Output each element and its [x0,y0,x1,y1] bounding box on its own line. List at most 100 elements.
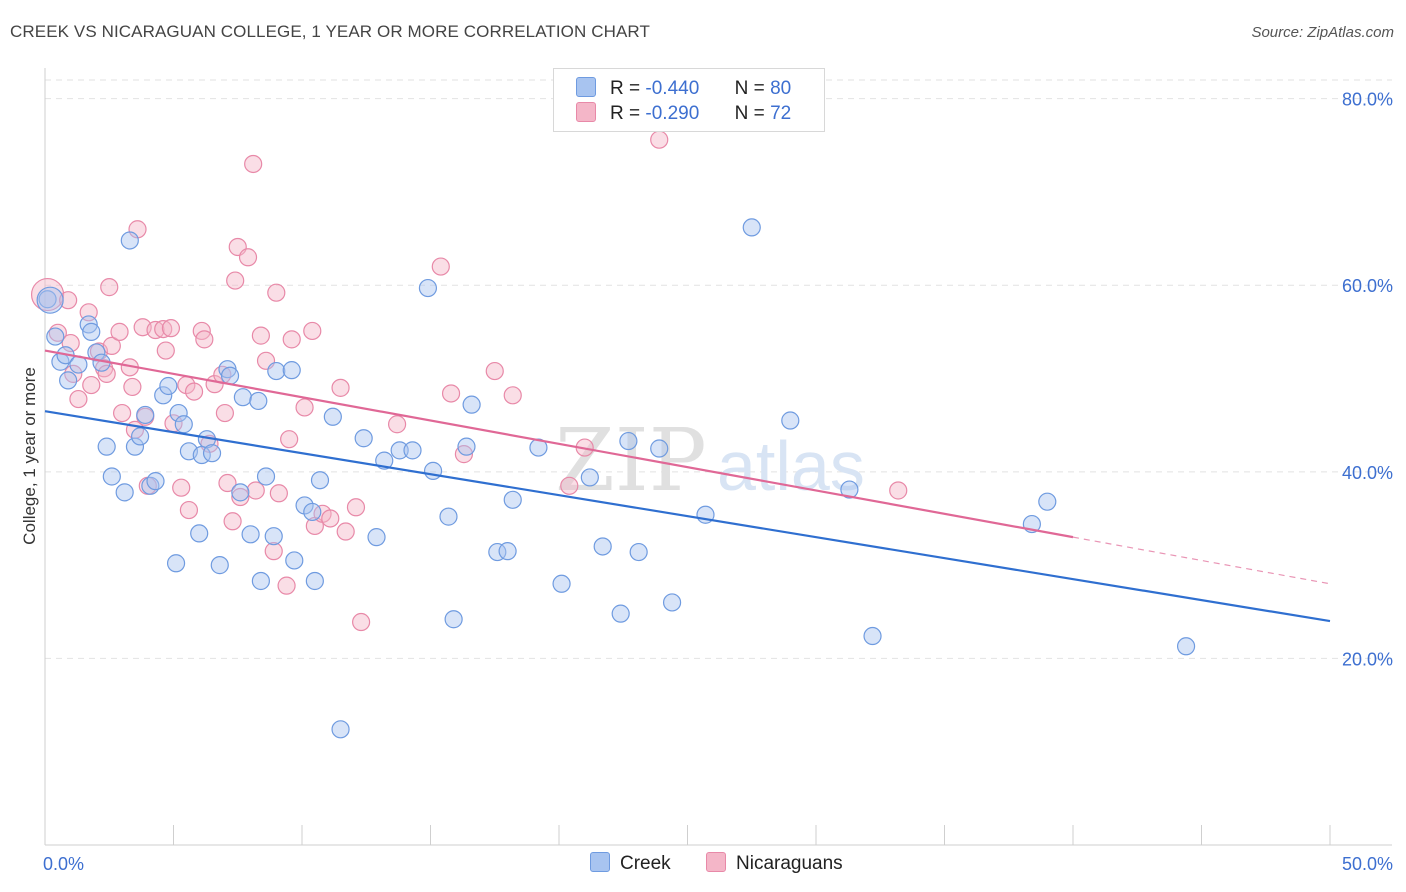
creek-point [82,322,101,341]
creek-point [233,388,252,407]
creek-point [331,720,350,739]
creek-point [130,427,150,446]
creek-point [125,437,145,456]
nicaraguans-point [218,473,237,493]
creek-point [781,411,800,430]
creek-point [863,626,882,646]
nicaraguans-point [195,330,214,349]
nicaraguans-swatch [706,852,726,872]
legend-r-label: R = [610,78,641,99]
creek-point [79,315,98,334]
creek-point [310,471,330,490]
creek-point [303,502,322,522]
nicaraguans-point [154,319,173,339]
creek-point [552,574,571,593]
creek-point [1038,492,1057,511]
nicaraguans-point [223,512,242,531]
creek-point [241,525,260,544]
creek-point [267,361,286,381]
creek-point [840,480,859,499]
nicaraguans-point [387,415,407,434]
nicaraguans-point [321,509,340,528]
nicaraguans-point [97,364,116,383]
creek-points [36,218,1196,739]
creek-point [390,441,409,460]
nicaraguans-point [264,542,283,561]
creek-point [323,407,342,426]
creek-swatch [576,77,596,97]
nicaraguans-swatch [576,102,596,122]
creek-point [593,537,612,556]
creek-point [650,439,669,458]
legend-r-label: R = [610,103,641,124]
creek-n-value: 80 [770,78,792,99]
creek-point [59,371,78,390]
nicaraguans-point [123,377,142,397]
creek-point [174,415,193,434]
creek-point [439,507,458,526]
watermark: ZIP atlas [555,411,865,511]
creek-point [251,571,270,591]
tick-labels: 20.0% 40.0% 60.0% 80.0% 0.0% 50.0% [43,90,1393,874]
nicaraguans-point [331,378,350,397]
creek-point [403,441,422,460]
creek-point [285,551,304,570]
nicaraguans-point [485,361,504,381]
nicaraguans-point [102,336,121,355]
creek-point [742,218,761,237]
nicaraguans-point [246,481,265,500]
creek-point [264,527,283,546]
legend-n-label: N = [734,103,765,124]
bottom-legend-nicaraguans: Nicaraguans [706,852,843,875]
bottom-legend-creek-label: Creek [620,853,671,874]
nicaraguans-point [346,498,366,517]
creek-point [611,604,630,623]
nicaraguans-point [295,398,314,417]
nicaraguans-point [244,154,263,174]
nicaraguans-point [238,248,258,267]
creek-point [444,610,463,629]
x-tick-label: 50.0% [1342,854,1393,874]
nicaraguans-point [184,382,204,401]
nicaraguans-point [215,403,234,423]
creek-point [154,386,173,405]
nicaraguans-point [161,319,181,338]
nicaraguans-point [454,445,474,464]
creek-point [498,542,517,561]
nicaraguans-point [269,484,288,503]
nicaraguans-point [431,257,450,276]
creek-point [354,429,373,448]
creek-swatch [590,852,610,872]
creek-point [38,290,57,309]
creek-point [46,327,65,346]
x-tick-label: 0.0% [43,854,84,874]
creek-point [305,571,324,591]
nicaraguans-point [352,612,371,632]
nicaraguans-point [172,478,191,497]
creek-point [423,461,443,480]
trend-lines [44,349,1331,623]
nicaraguans-point [231,487,250,507]
nicaraguans-point [110,322,129,341]
creek-point [503,490,522,509]
watermark-atlas: atlas [717,427,865,505]
creek-r-value: -0.440 [645,78,700,99]
chart-title: CREEK VS NICARAGUAN COLLEGE, 1 YEAR OR M… [10,22,650,41]
nicaraguans-point [251,326,270,345]
nicaraguans-point [277,576,296,595]
y-axis-label: College, 1 year or more [20,367,39,545]
creek-point [282,361,301,380]
creek-point [169,403,188,423]
creek-point [102,467,121,486]
creek-point [190,524,209,543]
legend-row-nicaraguans: R = -0.290 N = 72 [576,102,791,126]
nicaraguans-n-value: 72 [770,103,792,124]
nicaraguans-point [560,476,579,495]
legend-row-creek: R = -0.440 N = 80 [576,77,791,101]
creek-point [662,593,682,612]
stats-legend: R = -0.440 N = 80 R = -0.290 N = 72 [553,68,825,132]
y-tick-label: 40.0% [1342,463,1393,483]
nicaraguans-point [112,403,132,423]
creek-point [249,391,268,411]
